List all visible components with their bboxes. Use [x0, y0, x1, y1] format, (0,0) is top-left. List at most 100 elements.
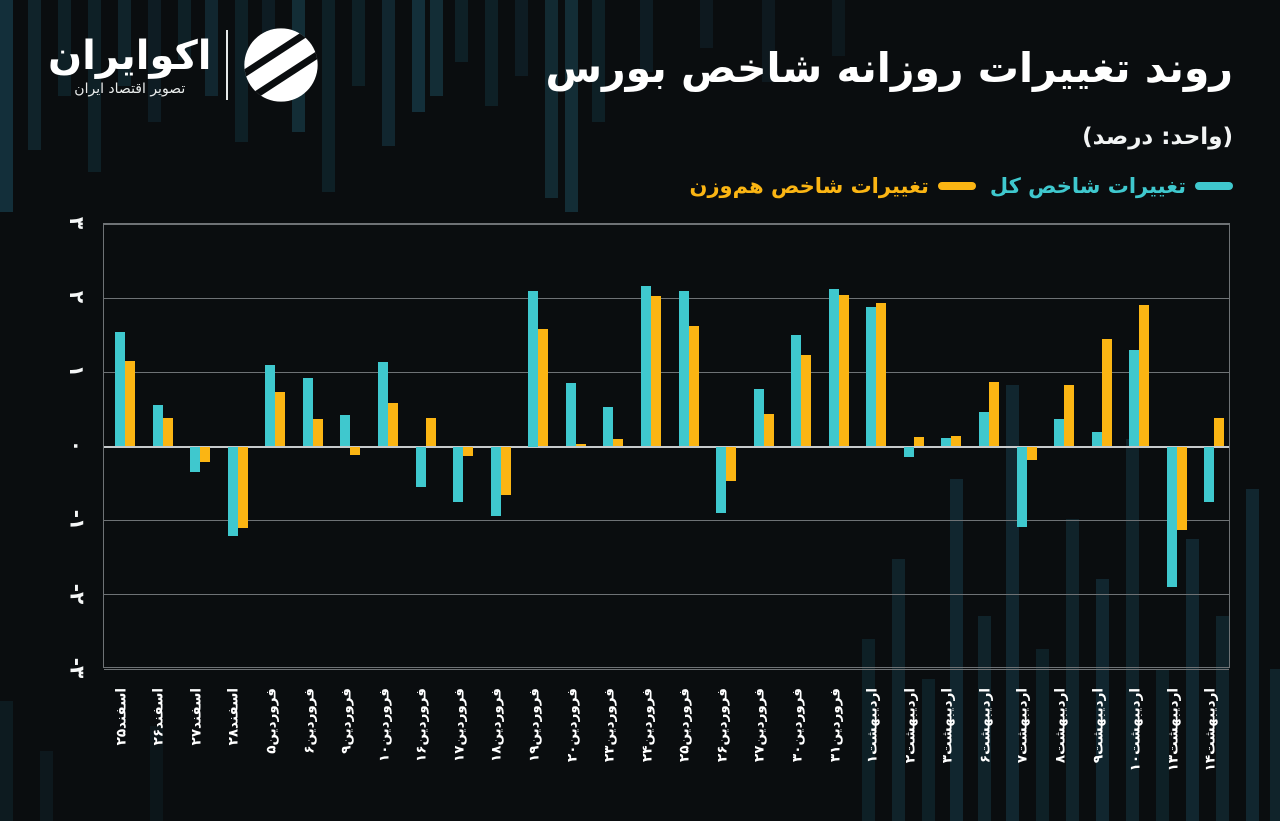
x-tick-text: فروردین۲۶: [714, 688, 731, 763]
background-stripe: [545, 0, 558, 198]
bar-equal-weight-فروردین۱۰: [387, 403, 398, 447]
y-tick-text: -۳: [64, 657, 89, 679]
bar-total-فروردین۳۱: [828, 289, 839, 447]
x-tick-label: اردیبهشت۷: [1005, 688, 1043, 821]
bar-total-فروردین۲۶: [716, 446, 727, 513]
bar-equal-weight-فروردین۲۵: [688, 326, 699, 447]
x-tick-label: فروردین۲۵: [667, 688, 705, 821]
chart-legend: تغییرات شاخص کل تغییرات شاخص هم‌وزن: [690, 174, 1233, 198]
legend-label: تغییرات شاخص کل: [989, 174, 1186, 198]
x-tick-label: فروردین۲۰: [554, 688, 592, 821]
bar-total-فروردین۱۸: [490, 446, 501, 517]
bar-total-اردیبهشت۲: [903, 446, 914, 457]
background-stripe: [0, 701, 13, 821]
brand-text: اکوایران تصویر اقتصاد ایران: [48, 33, 212, 97]
x-tick-text: اردیبهشت۶: [977, 688, 994, 764]
ecoiran-logo-icon: [241, 26, 320, 104]
x-tick-label: اردیبهشت۱۰: [1117, 688, 1155, 821]
bar-equal-weight-فروردین۲۳: [613, 439, 624, 447]
x-tick-text: اردیبهشت۱: [864, 688, 881, 764]
bar-total-اردیبهشت۱۳: [1166, 446, 1177, 587]
y-tick-label: ۲: [58, 281, 96, 313]
bar-total-فروردین۱۹: [528, 290, 539, 447]
bar-equal-weight-فروردین۲۴: [650, 295, 661, 447]
x-axis-labels: اسفند۲۵ اسفند۲۶ اسفند۲۷ اسفند۲۸ فروردین۵ فرور…: [103, 688, 1230, 821]
x-tick-text: اسفند۲۸: [225, 688, 242, 746]
x-tick-label: فروردین۱۸: [479, 688, 517, 821]
x-tick-label: اسفند۲۷: [178, 688, 216, 821]
x-tick-text: اسفند۲۵: [113, 688, 130, 746]
x-tick-text: اردیبهشت۸: [1052, 688, 1069, 764]
x-tick-label: اردیبهشت۸: [1042, 688, 1080, 821]
x-tick-label: اردیبهشت۱۳: [1155, 688, 1193, 821]
x-tick-label: فروردین۲۴: [629, 688, 667, 821]
gridline: [104, 223, 1229, 225]
background-stripe: [40, 751, 53, 821]
bar-equal-weight-اسفند۲۷: [200, 446, 211, 463]
background-stripe: [322, 0, 335, 192]
x-tick-label: فروردین۱۰: [366, 688, 404, 821]
x-tick-text: فروردین۲۴: [639, 688, 656, 763]
bar-equal-weight-اسفند۲۶: [162, 418, 173, 447]
x-tick-text: فروردین۱۰: [376, 688, 393, 763]
bar-total-اردیبهشت۹: [1091, 431, 1102, 447]
bar-equal-weight-اردیبهشت۳: [951, 436, 962, 447]
x-tick-label: اردیبهشت۱۴: [1192, 688, 1230, 821]
x-tick-label: فروردین۲۳: [591, 688, 629, 821]
bar-equal-weight-فروردین۶: [312, 419, 323, 447]
bar-equal-weight-فروردین۱۷: [463, 446, 474, 457]
x-tick-text: فروردین۱۶: [413, 688, 430, 763]
bar-equal-weight-فروردین۱۸: [500, 446, 511, 495]
x-tick-label: اردیبهشت۲: [892, 688, 930, 821]
x-tick-label: اسفند۲۵: [103, 688, 141, 821]
bar-total-اردیبهشت۱۴: [1204, 446, 1215, 503]
legend-label: تغییرات شاخص هم‌وزن: [689, 174, 929, 198]
y-tick-label: ۳: [58, 207, 96, 239]
y-tick-label: ۱: [58, 355, 96, 387]
x-tick-text: فروردین۱۹: [526, 688, 543, 763]
bar-equal-weight-فروردین۲۶: [726, 446, 737, 482]
bar-equal-weight-اردیبهشت۱۳: [1176, 446, 1187, 530]
x-tick-label: فروردین۳۱: [817, 688, 855, 821]
bar-total-فروردین۲۴: [640, 286, 651, 447]
bar-total-فروردین۶: [302, 378, 313, 447]
x-tick-label: اردیبهشت۶: [967, 688, 1005, 821]
bar-equal-weight-اردیبهشت۶: [989, 381, 1000, 447]
background-stripe: [565, 0, 578, 212]
x-tick-text: فروردین۲۵: [676, 688, 693, 763]
x-tick-text: اسفند۲۷: [188, 688, 205, 746]
x-tick-text: اردیبهشت۲: [902, 688, 919, 764]
bar-equal-weight-اردیبهشت۸: [1064, 384, 1075, 447]
x-tick-text: فروردین۵: [263, 688, 280, 754]
legend-item-equal-weight-index: تغییرات شاخص هم‌وزن: [690, 174, 976, 198]
bar-total-اسفند۲۸: [227, 446, 238, 537]
y-tick-label: -۲: [58, 578, 96, 610]
x-tick-text: اردیبهشت۷: [1014, 688, 1031, 764]
brand-tagline: تصویر اقتصاد ایران: [74, 81, 186, 97]
bar-equal-weight-فروردین۲۷: [763, 413, 774, 447]
x-tick-label: فروردین۵: [253, 688, 291, 821]
bar-total-فروردین۲۵: [678, 291, 689, 447]
x-tick-label: فروردین۹: [328, 688, 366, 821]
background-stripe: [0, 0, 13, 212]
x-tick-text: فروردین۹: [338, 688, 355, 754]
gridline: [104, 520, 1229, 522]
y-tick-label: ۰: [58, 430, 96, 462]
bar-equal-weight-فروردین۱۹: [538, 329, 549, 447]
bar-equal-weight-اردیبهشت۱۴: [1214, 418, 1225, 447]
x-tick-text: اردیبهشت۱۳: [1165, 688, 1182, 772]
bar-equal-weight-فروردین۵: [275, 392, 286, 447]
bar-total-فروردین۵: [265, 364, 276, 447]
bar-total-اردیبهشت۳: [941, 438, 952, 447]
bar-total-اسفند۲۶: [152, 404, 163, 447]
x-tick-text: فروردین۲۰: [564, 688, 581, 763]
x-tick-text: اردیبهشت۱۰: [1127, 688, 1144, 772]
gridline: [104, 594, 1229, 596]
bar-total-فروردین۱۷: [453, 446, 464, 503]
x-tick-label: فروردین۲۷: [742, 688, 780, 821]
bar-total-اردیبهشت۸: [1054, 419, 1065, 447]
x-tick-text: اردیبهشت۱۴: [1202, 688, 1219, 772]
x-tick-text: اردیبهشت۳: [939, 688, 956, 764]
bar-equal-weight-فروردین۳۰: [801, 355, 812, 447]
